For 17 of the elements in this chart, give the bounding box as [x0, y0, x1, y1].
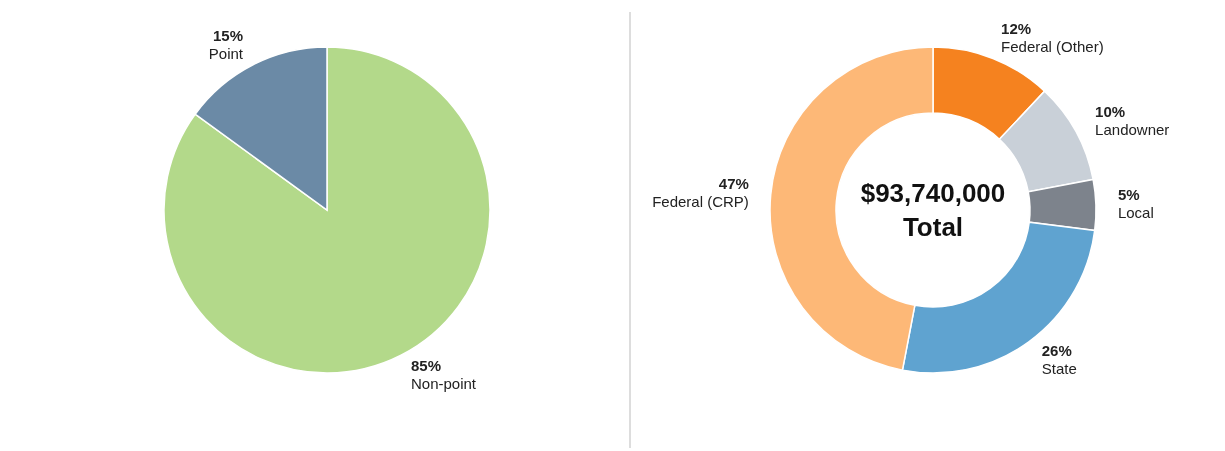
slice-label: Local — [1117, 204, 1154, 222]
data-label: 47% — [718, 174, 749, 192]
data-label: 15% — [212, 27, 244, 45]
data-label: 85% — [410, 356, 442, 374]
text: $93,740,000 — [860, 178, 1006, 208]
slice-label: Federal (CRP) — [652, 192, 749, 210]
slice-label: Landowner — [1095, 120, 1170, 138]
data-label: 5% — [1117, 186, 1140, 204]
data-label: 12% — [1001, 19, 1032, 37]
slice-label: State — [1041, 359, 1077, 377]
slice-label: Point — [208, 45, 244, 63]
text: Total — [902, 212, 964, 242]
slice-label: Federal (Other) — [1001, 37, 1104, 55]
data-label: 26% — [1041, 341, 1072, 359]
pie-slice — [163, 46, 491, 374]
slice-label: Non-point — [410, 374, 477, 392]
data-label: 10% — [1095, 102, 1126, 120]
